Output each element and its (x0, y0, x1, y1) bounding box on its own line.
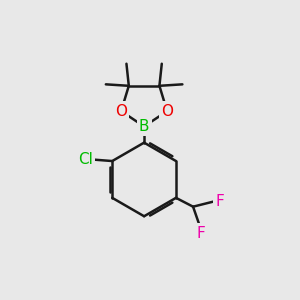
Text: Cl: Cl (78, 152, 93, 167)
Text: B: B (139, 119, 149, 134)
Text: F: F (196, 226, 205, 241)
Text: O: O (161, 103, 173, 118)
Text: O: O (115, 103, 127, 118)
Text: F: F (215, 194, 224, 209)
